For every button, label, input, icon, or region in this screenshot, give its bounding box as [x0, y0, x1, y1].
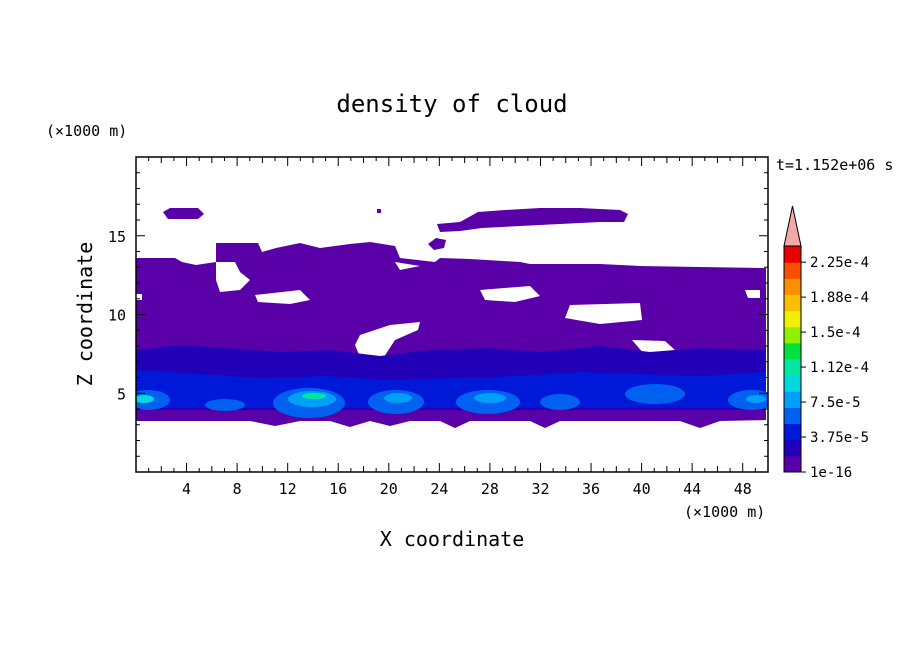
colorbar: 1e-16 3.75e-5 7.5e-5 1.12e-4 1.5e-4 1.88e-4 2.… — [783, 205, 869, 481]
x-axis-label: X coordinate — [380, 527, 525, 551]
core-c-inner — [474, 393, 506, 403]
x-tick-label: 44 — [683, 480, 701, 498]
x-tick-label: 16 — [329, 480, 347, 498]
colorbar-label: 1.88e-4 — [810, 290, 869, 306]
x-axis-ticks: 4 8 12 16 20 24 28 32 36 40 44 48 — [148, 157, 756, 498]
chart-title: density of cloud — [336, 90, 567, 118]
upper-cloud-patch — [437, 208, 628, 232]
colorbar-segment — [784, 246, 801, 263]
y-axis-ticks: 5 10 15 — [108, 172, 768, 457]
colorbar-segment — [784, 455, 801, 473]
y-tick-label: 10 — [108, 307, 126, 325]
colorbar-extend-triangle — [783, 205, 802, 247]
colorbar-segment — [784, 278, 801, 295]
y-tick-label: 15 — [108, 228, 126, 246]
x-tick-label: 40 — [633, 480, 651, 498]
core-f — [540, 394, 580, 410]
x-tick-label: 20 — [380, 480, 398, 498]
x-tick-label: 24 — [430, 480, 448, 498]
y-unit-label: (×1000 m) — [46, 122, 127, 140]
core-h — [205, 399, 245, 411]
colorbar-segment — [784, 359, 801, 376]
colorbar-label: 7.5e-5 — [810, 395, 861, 411]
colorbar-label: 1.5e-4 — [810, 325, 861, 341]
core-g — [625, 384, 685, 404]
x-tick-label: 12 — [279, 480, 297, 498]
colorbar-segment — [784, 294, 801, 312]
cloud-mid-layer — [136, 242, 766, 372]
colorbar-segment — [784, 423, 801, 441]
colorbar-segment — [784, 375, 801, 392]
core-b-inner — [384, 393, 412, 403]
x-tick-label: 4 — [182, 480, 191, 498]
colorbar-frame — [783, 245, 802, 473]
upper-cloud-blob — [163, 208, 204, 219]
time-label: t=1.152e+06 s — [776, 156, 893, 174]
colorbar-segment — [784, 262, 801, 279]
x-tick-label: 28 — [481, 480, 499, 498]
x-unit-label: (×1000 m) — [684, 503, 765, 521]
y-axis-label: Z coordinate — [73, 242, 97, 387]
x-tick-label: 48 — [734, 480, 752, 498]
colorbar-segment — [784, 391, 801, 408]
x-tick-label: 8 — [233, 480, 242, 498]
colorbar-label: 1.12e-4 — [810, 360, 869, 376]
y-tick-label: 5 — [117, 385, 126, 403]
x-tick-label: 36 — [582, 480, 600, 498]
core-e-inner — [746, 395, 766, 403]
colorbar-segment — [784, 439, 801, 457]
small-cloud-speck — [377, 209, 381, 213]
colorbar-segment — [784, 342, 801, 360]
colorbar-segment — [784, 310, 801, 328]
colorbar-label: 2.25e-4 — [810, 255, 869, 271]
core-a-inner — [302, 393, 326, 399]
colorbar-segment — [784, 326, 801, 344]
colorbar-label: 3.75e-5 — [810, 430, 869, 446]
small-cloud-blob — [428, 238, 446, 250]
colorbar-label: 1e-16 — [810, 465, 852, 481]
density-field — [136, 208, 768, 428]
core-d-inner — [136, 395, 154, 403]
colorbar-segment — [784, 407, 801, 425]
x-tick-label: 32 — [531, 480, 549, 498]
